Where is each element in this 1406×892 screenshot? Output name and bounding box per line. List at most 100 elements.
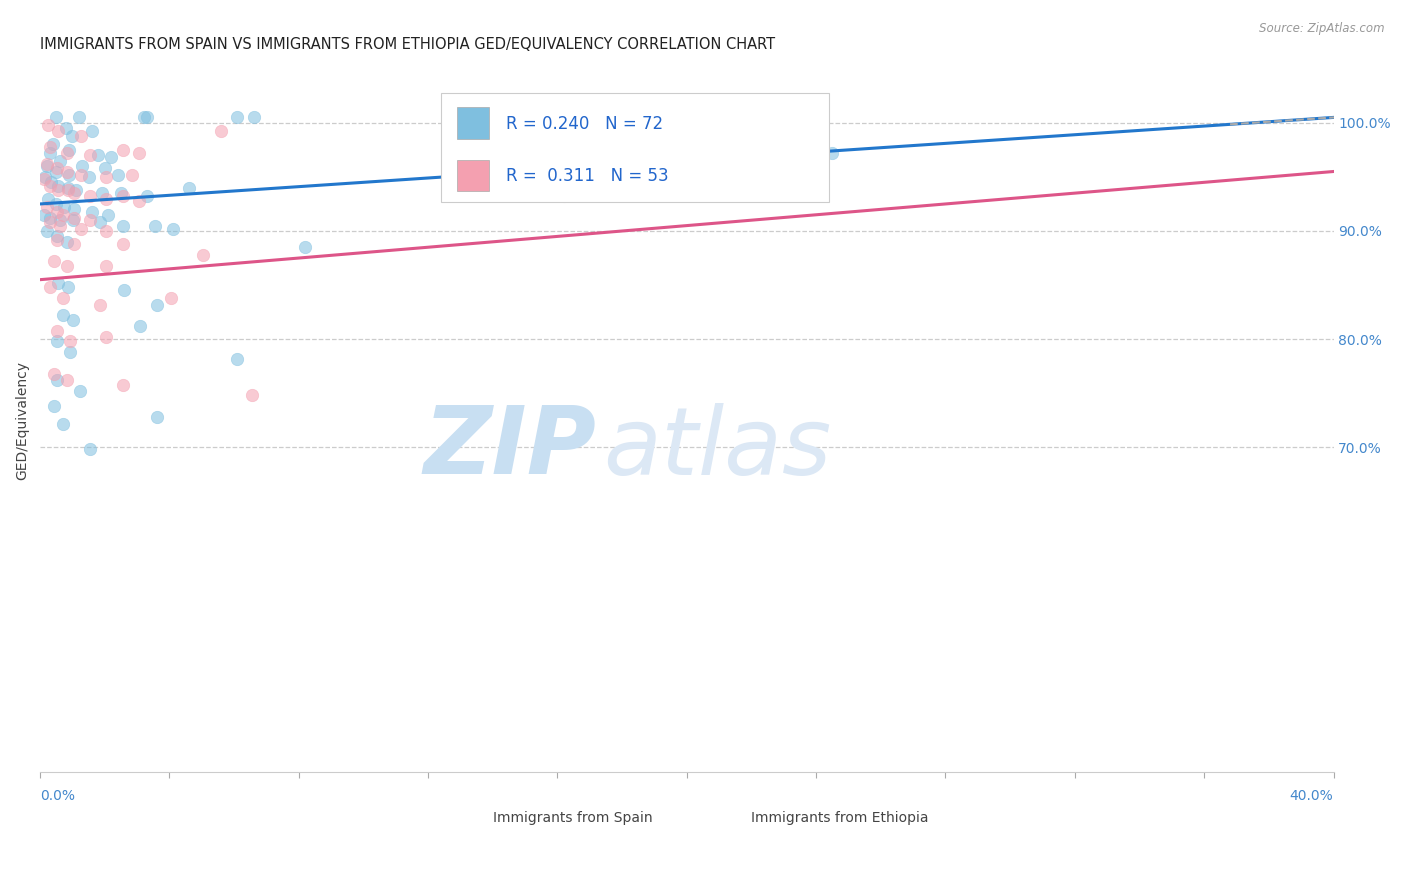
Point <box>110 186 132 201</box>
Point <box>38 146 60 161</box>
Point <box>79 442 101 457</box>
Bar <box>457 107 489 139</box>
Point <box>45 111 67 125</box>
Point <box>39 139 62 153</box>
Point <box>80 124 103 138</box>
Point <box>69 222 91 236</box>
Point <box>135 111 157 125</box>
Point <box>55 121 77 136</box>
Point <box>89 297 111 311</box>
Point <box>89 215 111 229</box>
Point <box>55 373 77 387</box>
Point <box>58 168 80 182</box>
Point <box>32 208 55 222</box>
Point <box>162 222 184 236</box>
Point <box>63 202 86 217</box>
Point <box>87 148 110 162</box>
Point <box>62 312 84 326</box>
Point <box>94 161 117 176</box>
Point <box>46 124 69 138</box>
Text: IMMIGRANTS FROM SPAIN VS IMMIGRANTS FROM ETHIOPIA GED/EQUIVALENCY CORRELATION CH: IMMIGRANTS FROM SPAIN VS IMMIGRANTS FROM… <box>41 37 775 53</box>
Point <box>52 208 75 222</box>
Text: R =  0.311   N = 53: R = 0.311 N = 53 <box>506 167 668 186</box>
Point <box>69 384 91 398</box>
Point <box>32 172 55 186</box>
Point <box>45 233 67 247</box>
Text: ZIP: ZIP <box>423 402 596 494</box>
Point <box>37 200 59 214</box>
Point <box>443 161 465 176</box>
Point <box>111 237 134 252</box>
Point <box>97 208 120 222</box>
Point <box>55 259 77 273</box>
Point <box>62 128 84 143</box>
Text: 0.0%: 0.0% <box>41 789 75 803</box>
Point <box>121 168 143 182</box>
Point <box>96 169 118 184</box>
Point <box>111 189 134 203</box>
Point <box>90 186 112 201</box>
Point <box>45 373 67 387</box>
Point <box>226 351 249 366</box>
Point <box>53 200 76 214</box>
Point <box>45 204 67 219</box>
Point <box>37 118 59 132</box>
Point <box>55 235 77 249</box>
Point <box>96 224 118 238</box>
Point <box>70 159 93 173</box>
Point <box>79 213 101 227</box>
Point <box>553 189 575 203</box>
Point <box>242 111 264 125</box>
Point <box>143 219 166 233</box>
Point <box>58 143 80 157</box>
Point <box>45 229 67 244</box>
Point <box>63 211 86 225</box>
Point <box>80 204 103 219</box>
Point <box>42 367 65 381</box>
Bar <box>697 797 730 824</box>
Point <box>49 213 72 227</box>
Point <box>112 284 135 298</box>
Point <box>59 345 82 359</box>
Point <box>111 377 134 392</box>
Point <box>145 297 167 311</box>
Point <box>52 291 75 305</box>
Point <box>49 219 72 233</box>
Point <box>160 291 183 305</box>
Point <box>107 168 129 182</box>
Point <box>65 183 87 197</box>
Point <box>45 324 67 338</box>
Point <box>42 399 65 413</box>
Text: R = 0.240   N = 72: R = 0.240 N = 72 <box>506 115 662 133</box>
Point <box>62 213 84 227</box>
Point <box>46 276 69 290</box>
Point <box>294 240 316 254</box>
Point <box>69 168 91 182</box>
Point <box>77 169 100 184</box>
Point <box>128 194 150 208</box>
Point <box>39 178 62 193</box>
Point <box>34 169 56 184</box>
Point <box>39 215 62 229</box>
Point <box>45 197 67 211</box>
Point <box>79 189 101 203</box>
Text: 40.0%: 40.0% <box>1289 789 1333 803</box>
Point <box>52 309 75 323</box>
Point <box>111 143 134 157</box>
Point <box>209 124 232 138</box>
Point <box>45 161 67 176</box>
Point <box>55 164 77 178</box>
Point <box>79 148 101 162</box>
Point <box>48 153 70 168</box>
Bar <box>457 160 489 192</box>
Point <box>63 237 86 252</box>
Text: Immigrants from Ethiopia: Immigrants from Ethiopia <box>751 811 929 824</box>
Point <box>39 211 62 225</box>
Point <box>132 111 155 125</box>
Point <box>55 146 77 161</box>
Point <box>100 151 122 165</box>
Point <box>135 189 157 203</box>
Point <box>46 178 69 193</box>
Point <box>128 146 150 161</box>
Point <box>56 280 79 294</box>
